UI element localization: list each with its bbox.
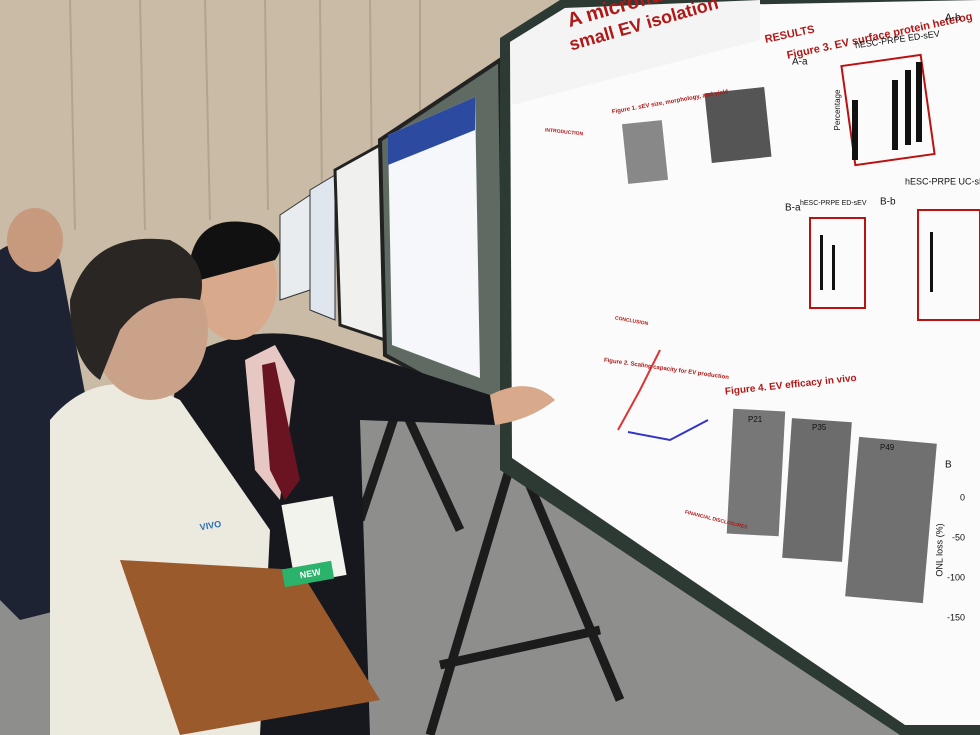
line-illustration bbox=[627, 419, 709, 442]
tick-label: -50 bbox=[952, 532, 965, 542]
tick-label: -100 bbox=[947, 572, 965, 582]
micrograph bbox=[621, 120, 669, 184]
handbag bbox=[120, 560, 380, 735]
panel-label: B-b bbox=[880, 197, 896, 208]
hair bbox=[70, 238, 202, 380]
badge-tag: NEW bbox=[299, 567, 322, 581]
red-frames bbox=[809, 53, 980, 321]
poster-board bbox=[309, 174, 336, 321]
tie bbox=[262, 362, 300, 500]
oct-images bbox=[726, 408, 937, 604]
tick-label: 0 bbox=[960, 492, 965, 502]
panel-subtitle: hESC-PRPE ED-sEV bbox=[800, 200, 867, 207]
timepoint: P21 bbox=[748, 415, 763, 424]
section-heading: CONCLUSION bbox=[614, 315, 649, 327]
panel-label: B bbox=[945, 460, 952, 471]
line-illustration bbox=[617, 349, 661, 431]
axis-label: Percentage bbox=[833, 89, 842, 130]
bar-illustration bbox=[820, 62, 933, 292]
micrograph bbox=[704, 87, 772, 163]
poster bbox=[388, 97, 480, 378]
poster-header bbox=[510, 0, 760, 105]
section-heading: INTRODUCTION bbox=[545, 127, 584, 137]
axis-label: ONL loss (%) bbox=[934, 523, 944, 576]
hand bbox=[490, 386, 555, 425]
timepoint: P49 bbox=[880, 443, 895, 452]
timepoint: P35 bbox=[812, 423, 827, 432]
poster-header bbox=[388, 97, 475, 165]
tick-label: -150 bbox=[947, 612, 965, 622]
panel-label: A-b bbox=[945, 13, 961, 24]
hair bbox=[190, 221, 280, 280]
person-head bbox=[7, 208, 63, 272]
onl-ticks: 0 -50 -100 -150 bbox=[947, 492, 965, 622]
panel-label: A-a bbox=[792, 57, 808, 68]
panel-label: B-a bbox=[785, 203, 801, 214]
poster-board bbox=[333, 142, 387, 343]
panel-subtitle: hESC-PRPE UC-sE bbox=[905, 176, 980, 186]
badge-ribbon bbox=[281, 560, 335, 588]
badge-event: VIVO bbox=[199, 519, 222, 533]
